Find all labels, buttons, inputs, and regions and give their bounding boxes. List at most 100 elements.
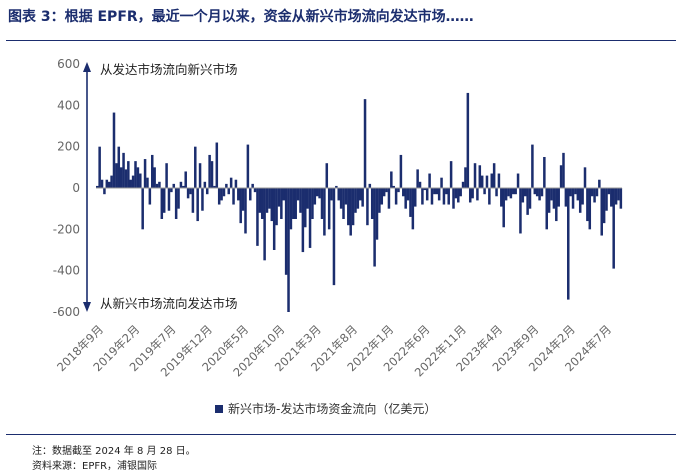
- bar: [301, 188, 305, 253]
- bar: [428, 173, 431, 188]
- bar: [284, 188, 288, 275]
- bar: [139, 173, 142, 188]
- y-tick-label: 600: [57, 57, 80, 71]
- bar: [480, 175, 484, 188]
- bar: [115, 163, 118, 188]
- bar: [418, 181, 422, 188]
- bar: [239, 188, 242, 224]
- bar: [196, 188, 199, 222]
- bar: [507, 188, 510, 197]
- bar: [538, 188, 541, 201]
- bar: [385, 188, 388, 193]
- bar: [617, 188, 620, 201]
- bar: [117, 146, 121, 188]
- bar: [203, 181, 207, 188]
- bar: [280, 188, 283, 219]
- bar: [318, 188, 321, 199]
- title-divider: [6, 40, 676, 41]
- bar: [131, 175, 135, 188]
- bar: [167, 188, 171, 211]
- bar: [349, 188, 352, 236]
- bar: [107, 181, 111, 188]
- bar: [468, 188, 472, 203]
- y-tick-label: 200: [57, 140, 80, 154]
- bar: [614, 188, 618, 205]
- bar: [244, 188, 247, 234]
- bar: [547, 188, 551, 213]
- bar: [146, 177, 149, 188]
- bar: [416, 169, 419, 188]
- bar: [430, 188, 434, 205]
- bar: [186, 188, 190, 199]
- y-tick-label: 400: [57, 98, 80, 112]
- bar: [227, 188, 231, 195]
- bar: [440, 177, 443, 188]
- bar: [119, 167, 123, 188]
- bar: [526, 188, 529, 215]
- bar: [162, 188, 166, 213]
- bar: [559, 165, 563, 188]
- y-tick-label: -600: [53, 305, 80, 319]
- bar: [406, 188, 410, 201]
- bar: [141, 188, 144, 230]
- bar: [543, 157, 546, 188]
- bar: [294, 188, 297, 219]
- bar: [411, 188, 415, 230]
- bar: [567, 188, 570, 300]
- bar: [179, 181, 183, 188]
- bar: [277, 188, 281, 207]
- bar: [282, 188, 285, 201]
- bar: [208, 154, 211, 188]
- bar: [205, 188, 209, 195]
- bar: [607, 188, 611, 195]
- bar: [299, 188, 302, 213]
- bar: [590, 188, 594, 197]
- bar: [98, 146, 101, 188]
- bar: [344, 188, 348, 205]
- bar: [569, 188, 572, 197]
- bar: [523, 188, 527, 197]
- bar: [574, 188, 577, 195]
- bar: [354, 188, 357, 213]
- bar: [315, 188, 319, 197]
- bar: [165, 163, 168, 188]
- bar: [129, 179, 132, 188]
- bar: [423, 188, 427, 191]
- bar: [251, 183, 254, 188]
- bar: [263, 188, 266, 261]
- page-title: 图表 3：根据 EPFR，最近一个月以来，资金从新兴市场流向发达市场……: [8, 9, 474, 25]
- bar: [500, 188, 503, 207]
- y-tick-label: -200: [53, 222, 80, 236]
- bar: [555, 188, 558, 222]
- legend-swatch: [215, 404, 223, 413]
- bar: [442, 188, 446, 205]
- bar: [397, 188, 400, 193]
- bar: [112, 112, 116, 188]
- bar: [339, 188, 343, 209]
- bar: [177, 188, 180, 209]
- bar: [593, 188, 596, 203]
- bar: [578, 188, 582, 213]
- bar: [557, 188, 560, 207]
- bar: [459, 188, 462, 197]
- bar: [304, 188, 307, 228]
- bar: [234, 179, 238, 188]
- bar: [153, 167, 156, 188]
- bar: [602, 188, 606, 224]
- bar: [492, 163, 496, 188]
- bar: [502, 188, 505, 228]
- annotation-bottom: 从新兴市场流向发达市场: [100, 296, 238, 311]
- bar: [402, 188, 405, 197]
- bar: [490, 173, 494, 188]
- bar: [158, 181, 161, 188]
- bar: [313, 188, 317, 205]
- bar: [452, 188, 455, 209]
- bar: [483, 188, 486, 195]
- bar: [332, 188, 336, 286]
- bar: [370, 188, 374, 219]
- bar: [595, 188, 599, 197]
- bar: [143, 159, 147, 188]
- bar: [198, 163, 202, 188]
- bar: [497, 173, 501, 188]
- bar: [320, 188, 324, 219]
